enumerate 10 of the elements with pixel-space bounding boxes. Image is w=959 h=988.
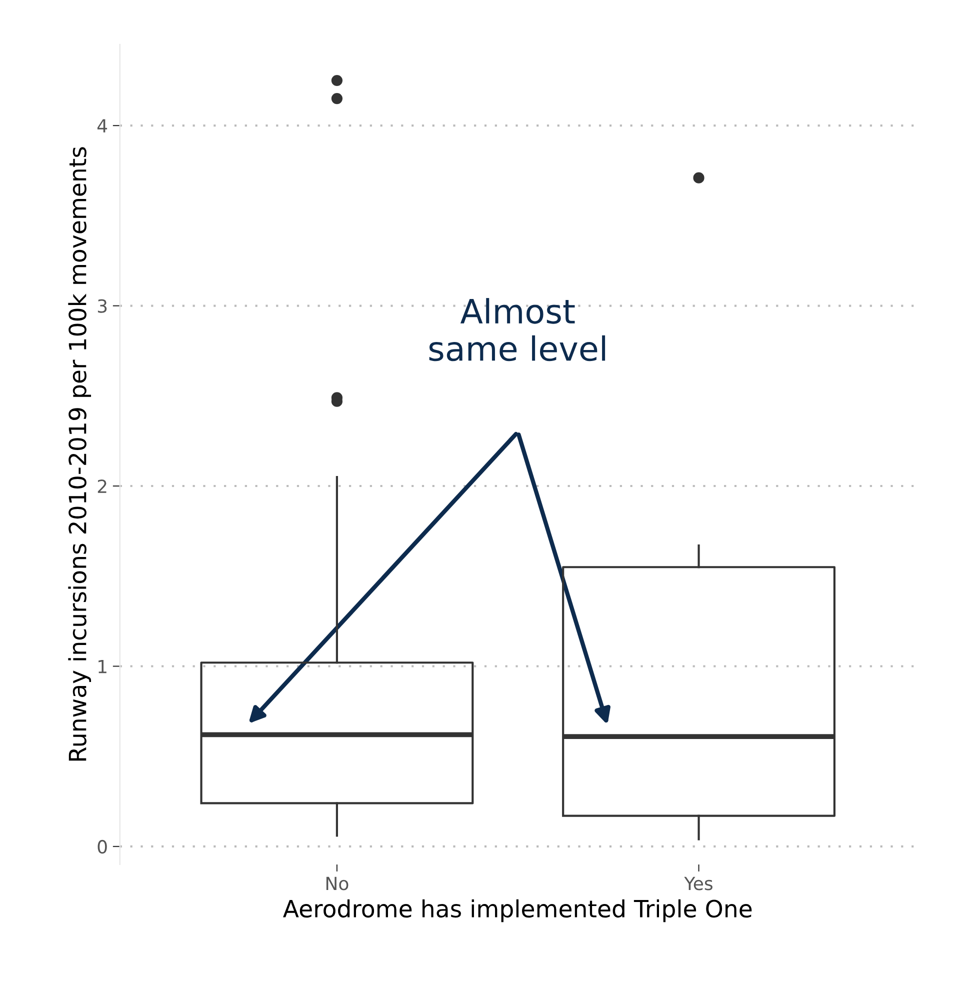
x-axis-title: Aerodrome has implemented Triple One — [283, 899, 752, 922]
x-tick-label: No — [326, 876, 348, 890]
y-tick-label: 1 — [98, 660, 106, 674]
y-tick-label: 4 — [97, 119, 108, 132]
y-tick-label: 2 — [98, 479, 106, 493]
y-tick-label: 0 — [98, 840, 107, 854]
y-axis-title: Runway incursions 2010-2019 per 100k movements — [68, 147, 92, 761]
x-tick-label: Yes — [684, 876, 712, 890]
annotation: Almost same level — [429, 298, 606, 362]
y-tick-label: 3 — [98, 299, 107, 313]
